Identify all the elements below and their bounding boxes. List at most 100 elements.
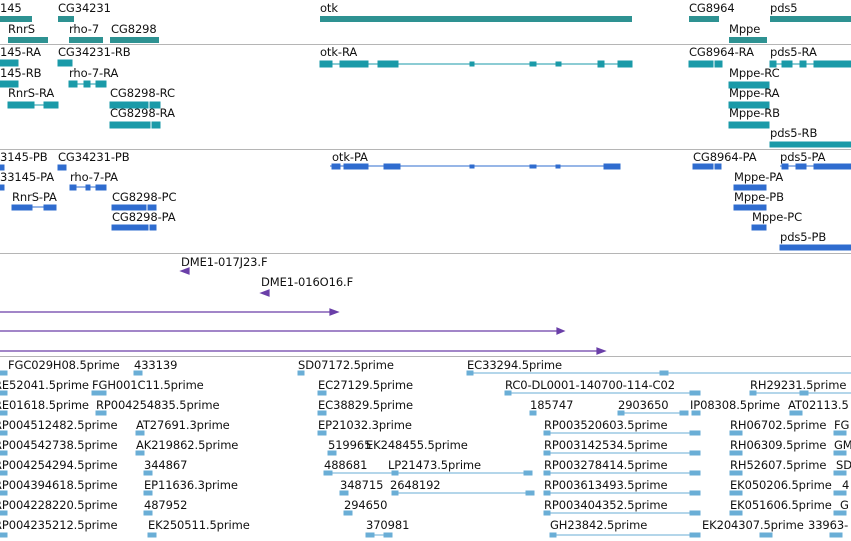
est-glyph[interactable]	[0, 532, 8, 538]
est-glyph[interactable]	[833, 430, 847, 436]
gene-glyph-otk[interactable]	[320, 16, 632, 22]
cds-label-mppe-pb[interactable]: Mppe-PB	[734, 190, 784, 204]
bac-glyph-016o16[interactable]	[259, 289, 270, 297]
mrna-glyph-mppe-rb[interactable]	[728, 121, 770, 129]
est-glyph[interactable]	[0, 410, 8, 416]
est-label[interactable]: 487952	[144, 498, 188, 512]
est-glyph-2903650[interactable]	[617, 410, 689, 416]
gene-glyph-145[interactable]	[0, 16, 32, 22]
est-glyph-rh29231[interactable]	[749, 390, 851, 396]
est-glyph[interactable]	[729, 490, 743, 496]
est-glyph[interactable]	[0, 370, 8, 376]
est-label[interactable]: RP004254294.5prime	[0, 458, 118, 472]
est-label[interactable]: FGH001C11.5prime	[92, 378, 204, 392]
cds-label-pds5-pa[interactable]: pds5-PA	[780, 150, 826, 164]
est-label[interactable]: 344867	[144, 458, 188, 472]
mrna-glyph-cg8964-ra[interactable]	[688, 60, 723, 68]
cds-label-rho-7-pa[interactable]: rho-7-PA	[70, 170, 118, 184]
mrna-label-cg34231-rb[interactable]: CG34231-RB	[58, 45, 131, 59]
cds-glyph-rnrs-pa[interactable]	[11, 204, 57, 211]
mrna-label-145-rb[interactable]: 145-RB	[0, 66, 42, 80]
est-glyph[interactable]	[759, 532, 773, 538]
est-glyph[interactable]	[317, 410, 327, 416]
mrna-label-mppe-ra[interactable]: Mppe-RA	[729, 86, 780, 100]
est-label[interactable]: FG	[834, 418, 850, 432]
cds-glyph-pds5-pa[interactable]	[780, 163, 851, 170]
gene-label-pds5[interactable]: pds5	[770, 1, 798, 15]
est-label[interactable]: AT02113.5	[788, 398, 849, 412]
mrna-glyph-cg34231-rb[interactable]	[57, 59, 73, 67]
est-label[interactable]: 519965	[328, 438, 372, 452]
est-label[interactable]: SD07172.5prime	[298, 358, 394, 372]
mrna-glyph-145-rb[interactable]	[0, 80, 19, 88]
bac-label-016o16[interactable]: DME1-016O16.F	[261, 275, 354, 289]
cds-glyph-33145-pa[interactable]	[0, 184, 5, 191]
est-glyph[interactable]	[327, 450, 337, 456]
cds-glyph-rho-7-pa[interactable]	[69, 184, 107, 191]
est-glyph[interactable]	[147, 532, 157, 538]
bac-span-line-1[interactable]	[0, 308, 340, 316]
cds-label-rnrs-pa[interactable]: RnrS-PA	[12, 190, 57, 204]
est-label[interactable]: 185747	[530, 398, 574, 412]
est-label[interactable]: EC38829.5prime	[318, 398, 413, 412]
est-label[interactable]: RE01618.5prime	[0, 398, 89, 412]
mrna-glyph-145-ra[interactable]	[0, 59, 19, 67]
mrna-label-mppe-rb[interactable]: Mppe-RB	[729, 106, 780, 120]
est-glyph[interactable]	[0, 430, 8, 436]
est-label[interactable]: 488681	[324, 458, 368, 472]
est-glyph[interactable]	[0, 490, 8, 496]
gene-glyph-rho-7[interactable]	[69, 37, 103, 43]
mrna-label-cg8964-ra[interactable]: CG8964-RA	[689, 45, 754, 59]
est-glyph-ec33294[interactable]	[466, 370, 851, 376]
mrna-glyph-cg8298-ra[interactable]	[109, 121, 161, 129]
mrna-label-cg8298-ra[interactable]: CG8298-RA	[110, 106, 175, 120]
est-glyph-rp003142534[interactable]	[543, 450, 701, 456]
mrna-label-pds5-ra[interactable]: pds5-RA	[770, 45, 817, 59]
mrna-label-rnrs-ra[interactable]: RnrS-RA	[8, 86, 55, 100]
gene-glyph-rnrs[interactable]	[8, 37, 48, 43]
est-glyph[interactable]	[135, 450, 145, 456]
cds-glyph-cg8298-pc[interactable]	[111, 204, 157, 211]
est-label[interactable]: RC0-DL0001-140700-114-C02	[505, 378, 675, 392]
gene-glyph-cg34231[interactable]	[58, 16, 74, 22]
est-glyph[interactable]	[143, 470, 153, 476]
gene-label-mppe[interactable]: Mppe	[729, 22, 761, 36]
est-label[interactable]: LP21473.5prime	[388, 458, 481, 472]
est-label[interactable]: RP004512482.5prime	[0, 418, 118, 432]
cds-label-cg8298-pc[interactable]: CG8298-PC	[112, 190, 177, 204]
mrna-glyph-pds5-rb[interactable]	[769, 141, 851, 148]
gene-label-rnrs[interactable]: RnrS	[8, 22, 35, 36]
est-label[interactable]: RH06309.5prime	[730, 438, 827, 452]
bac-label-017j23[interactable]: DME1-017J23.F	[181, 255, 268, 269]
mrna-glyph-rnrs-ra[interactable]	[7, 101, 59, 109]
cds-label-mppe-pc[interactable]: Mppe-PC	[752, 210, 803, 224]
est-glyph[interactable]	[829, 532, 843, 538]
est-label[interactable]: RP003404352.5prime	[544, 498, 668, 512]
est-label[interactable]: AT27691.3prime	[136, 418, 230, 432]
est-label[interactable]: RH06702.5prime	[730, 418, 827, 432]
est-glyph[interactable]	[833, 490, 847, 496]
mrna-glyph-mppe-ra[interactable]	[728, 101, 770, 109]
cds-label-cg34231-pb[interactable]: CG34231-PB	[58, 150, 130, 164]
cds-label-pds5-pb[interactable]: pds5-PB	[780, 230, 827, 244]
mrna-label-pds5-rb[interactable]: pds5-RB	[770, 126, 818, 140]
cds-label-cg8298-pa[interactable]: CG8298-PA	[112, 210, 176, 224]
est-label[interactable]: RH52607.5prime	[730, 458, 827, 472]
est-glyph[interactable]	[95, 410, 107, 416]
mrna-glyph-mppe-rc[interactable]	[728, 81, 770, 89]
est-label[interactable]: RP003142534.5prime	[544, 438, 668, 452]
est-label[interactable]: 370981	[366, 518, 410, 532]
gene-glyph-mppe[interactable]	[729, 37, 767, 43]
est-label[interactable]: RP003278414.5prime	[544, 458, 668, 472]
est-label[interactable]: EK051606.5prime	[730, 498, 832, 512]
est-glyph[interactable]	[529, 410, 537, 416]
est-glyph[interactable]	[729, 470, 743, 476]
mrna-label-otk-ra[interactable]: otk-RA	[320, 45, 358, 59]
mrna-label-mppe-rc[interactable]: Mppe-RC	[729, 66, 780, 80]
mrna-glyph-cg8298-rc[interactable]	[109, 101, 161, 109]
est-label[interactable]: 348715	[340, 478, 384, 492]
cds-label-33145-pa[interactable]: 33145-PA	[0, 170, 54, 184]
est-label[interactable]: FGC029H08.5prime	[8, 358, 120, 372]
est-label[interactable]: AK219862.5prime	[136, 438, 239, 452]
gene-glyph-pds5[interactable]	[770, 16, 851, 22]
